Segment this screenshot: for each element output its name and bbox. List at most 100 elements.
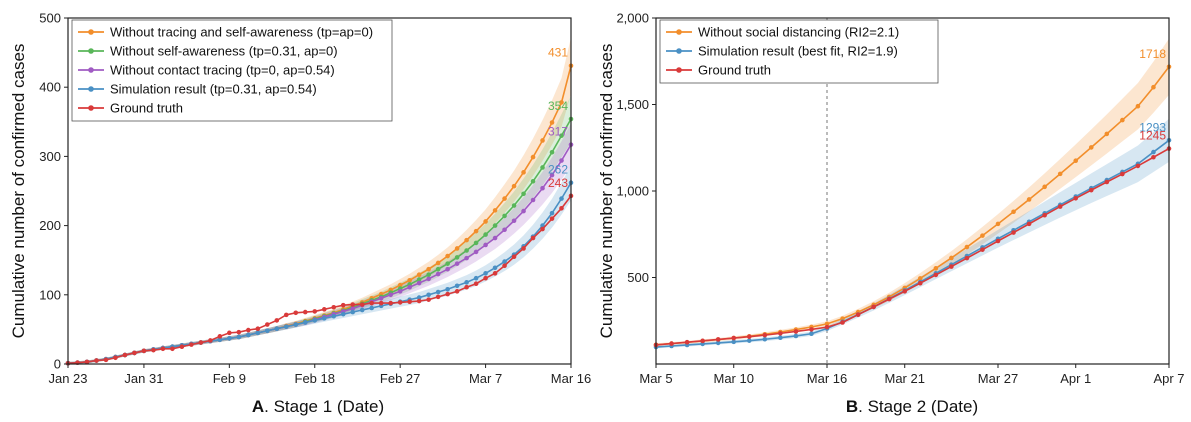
end-value-label: 431 [548,46,568,60]
data-point [530,154,536,160]
data-point [473,249,479,255]
data-point [454,261,460,266]
data-point [170,346,175,352]
y-tick-label: 400 [39,80,61,95]
series-line-2 [655,147,1170,346]
data-point [492,271,498,276]
series-band-3 [68,164,571,364]
data-point [1104,131,1110,137]
y-tick-label: 100 [39,287,61,302]
y-tick-label: 2,000 [616,11,649,26]
data-point [302,320,308,325]
legend-swatch-marker [676,48,682,54]
data-point [746,338,752,343]
data-point [426,272,431,278]
data-point [559,206,564,211]
data-point [669,341,674,346]
data-point [283,312,289,318]
data-point [1026,197,1032,202]
series-band-0 [656,38,1169,347]
data-point [378,300,384,306]
data-point [1011,230,1016,235]
data-point [445,253,450,259]
data-point [464,255,469,261]
legend-box [659,19,939,84]
data-point [521,208,526,214]
data-point [454,289,460,294]
data-point [492,208,498,213]
data-point [312,318,318,323]
legend-swatch-marker [676,67,682,73]
data-point [473,275,479,281]
data-point [464,248,469,253]
end-value-label: 1245 [1139,129,1166,143]
y-axis-title: Cumulative number of confirmed cases [597,44,616,339]
data-point [321,316,327,321]
data-point [502,213,507,219]
panel-letter: A [252,397,264,416]
panel-title-text: . Stage 2 (Date) [858,397,978,416]
data-point [492,223,498,228]
data-point [435,271,441,277]
data-point [559,196,564,201]
data-point [980,247,985,252]
data-point [274,326,280,332]
legend-label: Without self-awareness (tp=0.31, ap=0) [110,44,338,59]
data-point [1104,179,1110,185]
series-line-0 [655,66,1170,346]
data-point [416,272,422,278]
y-tick-label: 1,000 [616,184,649,199]
data-point [540,165,545,170]
data-point [454,283,460,289]
data-point [840,320,845,325]
data-point [502,196,507,201]
data-point [141,348,147,354]
data-point [530,179,536,184]
data-point [94,358,99,363]
end-value-label: 1293 [1139,120,1166,134]
data-point [454,255,460,260]
y-tick-label: 1,500 [616,97,649,112]
data-point [132,350,137,356]
x-tick-label: Feb 18 [295,371,335,386]
series-band-2 [68,123,571,364]
data-point [283,324,289,329]
end-value-label: 262 [548,163,568,177]
x-tick-label: Mar 16 [551,371,591,386]
panel-letter: B [846,397,858,416]
data-point [359,302,365,307]
data-point [369,300,375,306]
legend-label: Simulation result (tp=0.31, ap=0.54) [110,82,317,97]
data-point [407,284,412,290]
plot-frame [67,17,572,365]
data-point [274,318,280,323]
data-point [340,302,346,308]
data-point [236,334,242,340]
data-point [179,344,185,350]
x-tick-label: Apr 7 [1153,371,1184,386]
data-point [151,347,156,353]
data-point [483,232,488,237]
y-axis-title: Cumulative number of confirmed cases [9,44,28,339]
data-point [483,271,488,276]
data-point [809,331,814,337]
data-point [778,331,783,336]
x-tick-label: Mar 7 [469,371,502,386]
data-point [502,227,507,233]
legend-label: Simulation result (best fit, RI2=1.9) [698,44,898,59]
end-value-label: 317 [548,125,568,139]
data-point [350,302,356,307]
data-point [1151,154,1156,160]
data-point [824,321,830,327]
legend-label: Ground truth [698,63,771,78]
y-tick-label: 0 [54,357,61,372]
data-point [511,254,517,260]
data-point [397,300,403,305]
data-point [435,289,441,295]
x-tick-label: Mar 27 [978,371,1018,386]
data-point [511,203,517,208]
data-point [949,255,954,261]
data-point [208,338,213,343]
